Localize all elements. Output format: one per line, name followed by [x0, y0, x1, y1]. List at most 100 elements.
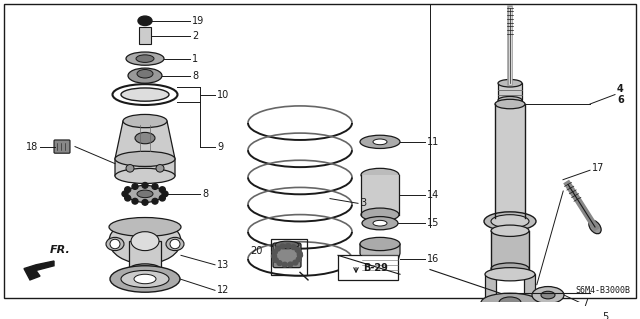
Bar [361, 175, 399, 215]
Circle shape [285, 243, 291, 248]
Ellipse shape [485, 268, 535, 281]
Circle shape [126, 165, 134, 172]
Text: 9: 9 [217, 142, 223, 152]
Text: 8: 8 [202, 189, 208, 199]
Text: 16: 16 [427, 254, 439, 264]
Ellipse shape [361, 168, 399, 182]
Circle shape [291, 245, 296, 249]
Ellipse shape [495, 99, 525, 109]
Ellipse shape [126, 52, 164, 65]
Bar [139, 27, 151, 44]
Ellipse shape [498, 79, 522, 87]
Circle shape [277, 261, 282, 265]
Ellipse shape [115, 151, 175, 167]
Ellipse shape [373, 139, 387, 145]
Text: 20: 20 [251, 246, 263, 256]
Ellipse shape [106, 237, 124, 251]
Ellipse shape [166, 237, 184, 251]
Text: 11: 11 [427, 137, 439, 147]
Ellipse shape [121, 88, 169, 101]
Bar [524, 274, 535, 310]
Ellipse shape [127, 185, 163, 202]
Ellipse shape [137, 70, 153, 78]
Ellipse shape [532, 286, 564, 304]
Circle shape [132, 198, 138, 204]
Ellipse shape [361, 208, 399, 221]
Circle shape [271, 254, 276, 258]
Circle shape [122, 191, 128, 197]
Text: 5: 5 [602, 312, 608, 319]
Ellipse shape [109, 218, 181, 236]
Ellipse shape [128, 68, 162, 83]
Circle shape [159, 195, 165, 201]
Text: 14: 14 [427, 190, 439, 200]
Ellipse shape [360, 135, 400, 148]
Circle shape [275, 246, 280, 251]
Bar [485, 274, 496, 310]
Ellipse shape [115, 168, 175, 183]
Circle shape [142, 200, 148, 205]
Text: S6M4-B3000B: S6M4-B3000B [575, 286, 630, 295]
Ellipse shape [373, 220, 387, 226]
Text: B-29: B-29 [364, 263, 388, 273]
Ellipse shape [110, 266, 180, 292]
Circle shape [298, 253, 303, 258]
Ellipse shape [138, 16, 152, 26]
Ellipse shape [134, 274, 156, 284]
Ellipse shape [589, 220, 601, 234]
Polygon shape [115, 121, 175, 176]
Text: 12: 12 [217, 285, 229, 295]
Circle shape [170, 239, 180, 249]
Circle shape [296, 257, 301, 262]
Text: 3: 3 [360, 198, 366, 208]
Ellipse shape [129, 264, 161, 275]
Text: 18: 18 [26, 142, 38, 152]
Ellipse shape [366, 270, 394, 279]
Text: 8: 8 [192, 70, 198, 81]
Bar [495, 104, 525, 218]
Circle shape [295, 248, 300, 252]
Ellipse shape [135, 132, 155, 144]
Circle shape [273, 258, 278, 263]
Text: 1: 1 [192, 54, 198, 63]
Circle shape [280, 244, 285, 249]
Polygon shape [360, 244, 400, 274]
Circle shape [125, 195, 131, 201]
Ellipse shape [491, 215, 529, 228]
Text: 13: 13 [217, 260, 229, 270]
Ellipse shape [362, 217, 398, 230]
Text: 4: 4 [617, 84, 624, 94]
Bar [271, 239, 307, 275]
Text: 2: 2 [192, 31, 198, 41]
Ellipse shape [121, 271, 169, 287]
Circle shape [293, 260, 298, 265]
Ellipse shape [495, 213, 525, 222]
Ellipse shape [491, 263, 529, 274]
Text: 7: 7 [582, 298, 588, 308]
FancyBboxPatch shape [54, 140, 70, 153]
Circle shape [272, 250, 277, 255]
Text: 19: 19 [192, 16, 204, 26]
Ellipse shape [275, 241, 299, 249]
Circle shape [125, 187, 131, 192]
Circle shape [152, 198, 158, 204]
Bar [338, 255, 398, 280]
Text: FR.: FR. [50, 245, 71, 255]
Ellipse shape [136, 55, 154, 63]
Polygon shape [24, 261, 54, 280]
Ellipse shape [541, 291, 555, 299]
Bar [129, 241, 161, 270]
FancyBboxPatch shape [273, 243, 301, 268]
Ellipse shape [123, 115, 167, 128]
Circle shape [142, 182, 148, 188]
Text: 10: 10 [217, 90, 229, 100]
Ellipse shape [109, 219, 181, 264]
Ellipse shape [484, 212, 536, 231]
Ellipse shape [481, 293, 539, 312]
Circle shape [282, 262, 287, 267]
Text: 6: 6 [617, 95, 624, 105]
Ellipse shape [498, 96, 522, 104]
Ellipse shape [360, 237, 400, 251]
Circle shape [288, 262, 293, 267]
Ellipse shape [499, 297, 521, 308]
